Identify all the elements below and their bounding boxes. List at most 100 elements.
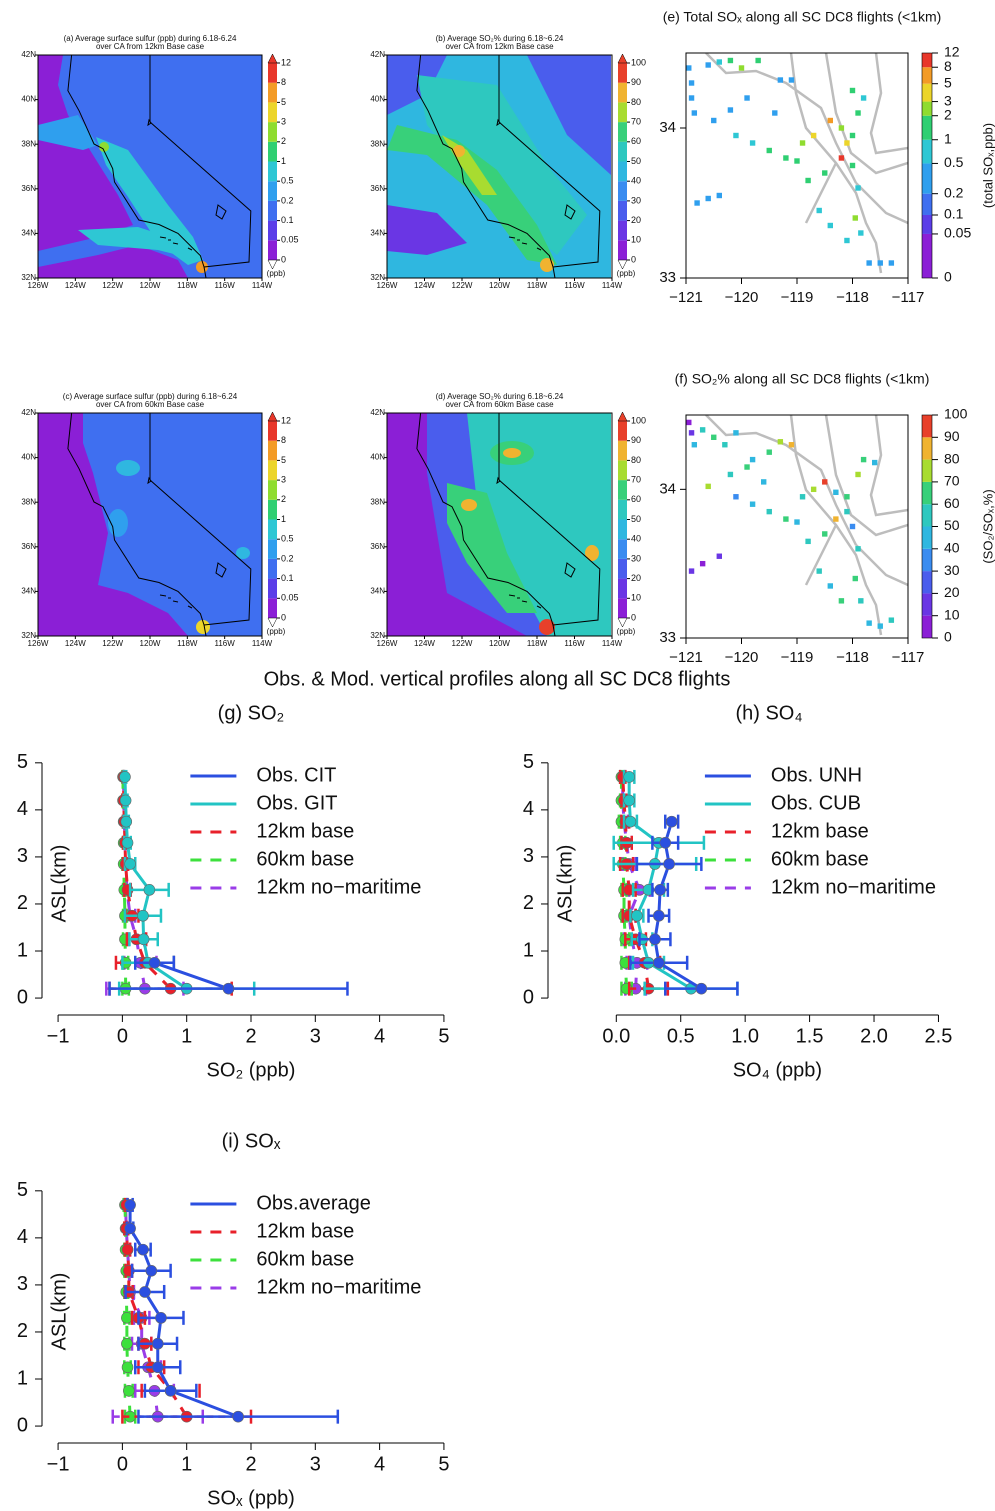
x-tick-label: −118 (836, 289, 869, 306)
colorbar-segment (922, 101, 932, 116)
y-tick-label: 40N (370, 95, 385, 104)
flight-point (699, 427, 706, 433)
colorbar-label: 90 (631, 435, 641, 445)
flight-point (722, 442, 728, 448)
colorbar-segment (618, 102, 627, 123)
flight-point (844, 140, 850, 146)
x-tick-label: 120W (489, 639, 510, 648)
colorbar-label: 3 (944, 92, 952, 108)
flight-point (711, 434, 717, 440)
legend-label: 12km no−maritime (771, 876, 936, 898)
x-axis-label: SO₂ (ppb) (207, 1059, 296, 1081)
colorbar-segment (618, 161, 627, 182)
colorbar-segment (922, 481, 932, 505)
colorbar-segment (618, 220, 627, 241)
colorbar-label: 2 (281, 494, 286, 504)
colorbar-segment (922, 163, 932, 194)
flight-point (805, 538, 811, 545)
flight-point (716, 192, 722, 199)
chart-title: (e) Total SOₓ along all SC DC8 flights (… (663, 9, 942, 25)
flight-point (849, 87, 856, 94)
y-tick-label: 32N (370, 631, 385, 640)
x-tick-label: 124W (65, 281, 86, 290)
colorbar-label: 0.2 (281, 195, 294, 205)
colorbar-label: 100 (631, 57, 646, 67)
y-tick-label: 40N (21, 453, 36, 462)
flight-point (727, 107, 734, 113)
colorbar-label: 5 (944, 74, 952, 90)
flight-point (699, 560, 706, 567)
chart-title: (a) Average surface sulfur (ppb) during … (64, 34, 237, 43)
x-tick-label: 122W (452, 281, 473, 290)
colorbar-label: 0.2 (944, 184, 964, 200)
x-tick-label: −119 (781, 649, 814, 666)
flight-point (816, 207, 822, 214)
x-tick-label: 122W (102, 281, 123, 290)
colorbar-label: 60 (631, 136, 641, 146)
flight-point (794, 158, 800, 164)
data-point (653, 956, 665, 969)
flight-point (844, 494, 850, 500)
flight-point (838, 125, 845, 131)
y-tick-label: 42N (370, 50, 385, 59)
flight-point (738, 65, 745, 71)
x-tick-label: 120W (140, 639, 161, 648)
colorbar-segment (268, 220, 277, 241)
flight-point (794, 519, 800, 525)
flight-point (855, 185, 861, 191)
colorbar-segment (268, 598, 277, 618)
colorbar-label: 0.5 (281, 534, 294, 544)
y-tick-label: 3 (523, 845, 534, 867)
flight-point (783, 155, 789, 161)
legend-label: Obs. CIT (256, 764, 336, 786)
y-tick-label: 5 (17, 751, 28, 773)
flight-point (888, 617, 895, 623)
flight-point (860, 95, 867, 101)
colorbar-segment (268, 558, 277, 579)
y-tick-label: 38N (21, 139, 36, 148)
colorbar-segment (268, 200, 277, 221)
colorbar-label: 8 (281, 435, 286, 445)
legend-label: Obs. GIT (256, 792, 337, 814)
chart-title: (h) SO₄ (735, 702, 802, 724)
colorbar-label: 0.05 (281, 593, 299, 603)
legend-label: 60km base (256, 848, 354, 870)
colorbar-label: 70 (631, 474, 641, 484)
colorbar-segment (922, 139, 932, 164)
x-tick-label: 118W (177, 281, 198, 290)
flight-point (849, 523, 856, 530)
x-tick-label: 122W (452, 639, 473, 648)
flight-point (838, 598, 845, 604)
colorbar-label: 60 (631, 494, 641, 504)
x-tick-label: 4 (374, 1453, 385, 1475)
chart-title: over CA from 12km Base case (445, 42, 554, 51)
flight-point (749, 501, 756, 507)
flight-point (822, 479, 828, 485)
x-tick-label: 126W (377, 281, 398, 290)
colorbar-label: 20 (631, 215, 641, 225)
colorbar-label: 3 (281, 474, 286, 484)
colorbar-arrow (267, 617, 278, 628)
colorbar-segment (922, 193, 932, 215)
colorbar-segment (618, 480, 627, 500)
flight-point (777, 77, 784, 83)
map-field (38, 413, 262, 636)
flight-point (827, 583, 833, 589)
colorbar-label: 3 (281, 116, 286, 126)
x-tick-label: 118W (527, 281, 548, 290)
y-tick-label: 33 (659, 629, 676, 646)
flight-point (827, 222, 833, 229)
colorbar-label: 40 (944, 540, 960, 556)
y-tick-label: 2 (17, 1320, 28, 1342)
colorbar-label: 90 (944, 428, 960, 444)
y-tick-label: 4 (17, 798, 28, 820)
x-tick-label: 0.5 (667, 1025, 695, 1047)
flight-point (694, 200, 700, 206)
data-point (137, 909, 149, 922)
flight-point (766, 449, 772, 455)
colorbar-label: 0.05 (281, 235, 299, 245)
colorbar-segment (922, 233, 932, 278)
data-point (624, 815, 637, 828)
x-tick-label: 124W (65, 639, 86, 648)
y-tick-label: 38N (370, 497, 385, 506)
